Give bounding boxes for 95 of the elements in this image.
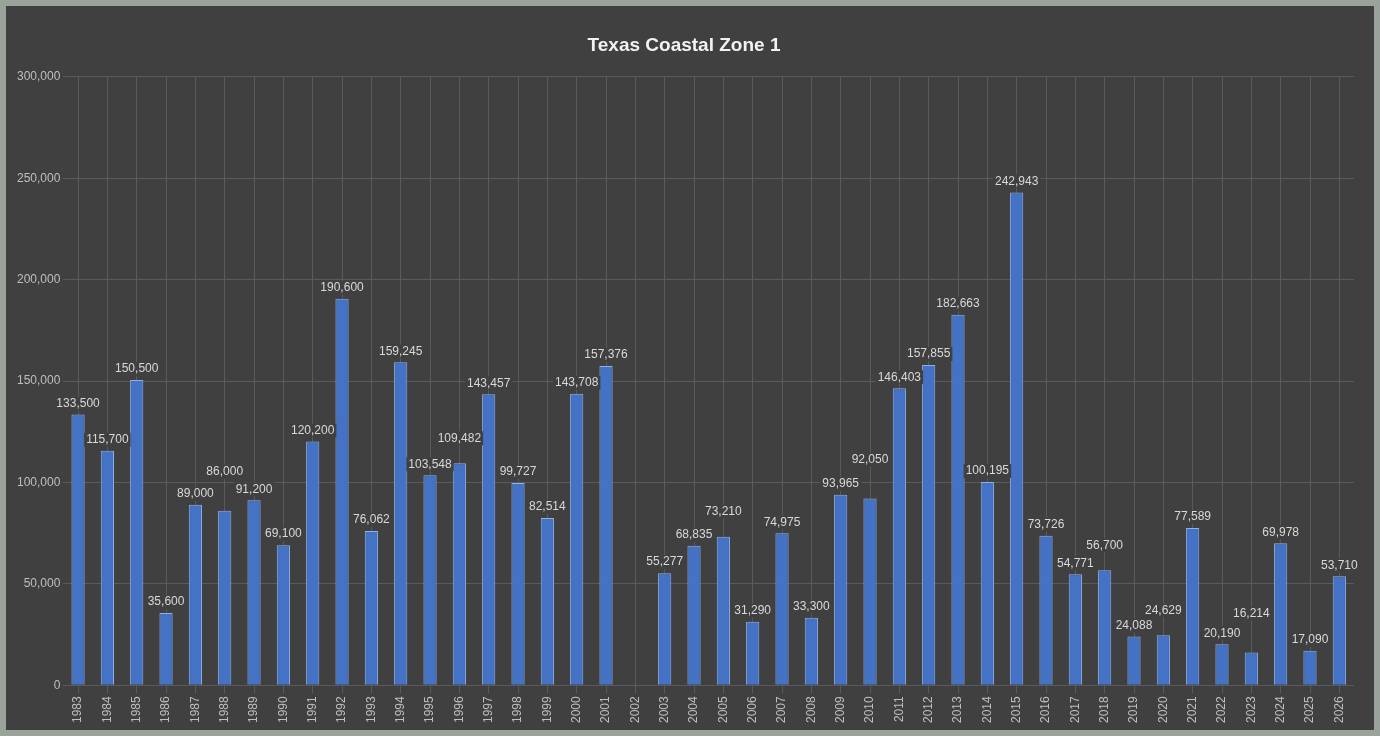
data-label: 55,277 <box>646 554 684 569</box>
data-label: 109,482 <box>437 430 482 445</box>
data-label: 120,200 <box>291 422 335 437</box>
x-tick-label: 1990 <box>275 695 290 724</box>
data-label: 76,062 <box>353 512 391 527</box>
data-label: 150,500 <box>115 361 159 376</box>
x-tick-label: 1988 <box>217 695 232 724</box>
data-label: 24,629 <box>1144 602 1183 617</box>
data-label: 157,376 <box>584 347 629 362</box>
x-tick-label: 2025 <box>1302 695 1317 724</box>
x-tick-label: 2009 <box>833 695 847 724</box>
data-label: 33,300 <box>793 599 831 614</box>
data-label: 24,088 <box>1115 617 1153 632</box>
x-tick-label: 1992 <box>334 695 349 724</box>
x-tick-label: 2020 <box>1155 695 1170 724</box>
data-label: 99,727 <box>499 464 537 479</box>
x-tick-label: 2019 <box>1126 695 1141 724</box>
data-label: 93,965 <box>822 476 860 491</box>
x-tick-label: 1994 <box>393 695 408 724</box>
data-label: 53,710 <box>1320 557 1359 572</box>
x-tick-label: 2018 <box>1096 695 1111 724</box>
data-label: 86,000 <box>206 464 244 479</box>
data-label: 17,090 <box>1291 631 1329 646</box>
x-tick-label: 2024 <box>1272 695 1287 724</box>
data-label: 91,200 <box>235 481 273 496</box>
x-tick-label: 1986 <box>158 695 173 724</box>
data-label: 20,190 <box>1203 625 1241 640</box>
x-tick-label: 2003 <box>657 695 671 724</box>
y-tick-label: 300,000 <box>16 69 61 84</box>
chart-title: Texas Coastal Zone 1 <box>587 33 781 55</box>
x-tick-label: 2021 <box>1184 695 1199 724</box>
data-label: 68,835 <box>675 527 713 541</box>
x-tick-label: 2001 <box>598 695 613 724</box>
x-tick-label: 1998 <box>510 695 525 724</box>
y-tick-label: 150,000 <box>16 373 61 388</box>
x-tick-label: 2022 <box>1214 695 1229 724</box>
x-tick-label: 2008 <box>803 695 818 724</box>
x-tick-label: 2007 <box>774 695 789 724</box>
data-label: 92,050 <box>851 451 889 466</box>
x-tick-label: 1997 <box>481 695 496 724</box>
y-tick-label: 0 <box>53 677 61 692</box>
x-tick-label: 1983 <box>70 695 85 724</box>
data-label: 56,700 <box>1086 537 1124 552</box>
data-label: 73,210 <box>705 504 743 519</box>
data-label: 190,600 <box>320 280 365 295</box>
x-tick-label: 2015 <box>1008 695 1023 724</box>
x-tick-label: 2016 <box>1038 695 1053 724</box>
x-tick-label: 2004 <box>686 695 701 724</box>
data-label: 16,214 <box>1232 605 1271 620</box>
x-tick-label: 2012 <box>920 695 935 724</box>
data-label: 82,514 <box>529 499 567 514</box>
x-tick-label: 1995 <box>422 695 437 724</box>
data-label: 54,771 <box>1056 555 1095 570</box>
x-tick-label: 2026 <box>1331 695 1346 724</box>
x-tick-label: 1987 <box>187 695 202 724</box>
x-tick-label: 1991 <box>305 695 320 724</box>
x-tick-label: 2017 <box>1067 695 1082 724</box>
data-label: 157,855 <box>906 346 951 361</box>
data-label: 31,290 <box>734 603 772 618</box>
x-tick-label: 2011 <box>891 695 906 723</box>
data-label: 73,726 <box>1027 517 1065 532</box>
data-label: 182,663 <box>936 296 981 311</box>
y-tick-label: 250,000 <box>16 170 61 185</box>
data-label: 115,700 <box>86 431 129 446</box>
data-label: 89,000 <box>177 486 215 501</box>
data-label: 74,975 <box>763 514 801 529</box>
x-tick-label: 2006 <box>745 695 759 724</box>
x-tick-label: 2002 <box>627 695 642 724</box>
x-tick-label: 2005 <box>715 695 730 724</box>
data-label: 100,195 <box>965 463 1010 478</box>
data-label: 242,943 <box>994 173 1039 188</box>
y-tick-label: 200,000 <box>16 271 61 286</box>
data-label: 69,978 <box>1262 524 1300 539</box>
data-label: 143,457 <box>467 375 511 390</box>
x-tick-label: 1996 <box>451 695 466 724</box>
x-tick-label: 1985 <box>129 695 144 724</box>
x-tick-label: 2014 <box>979 695 994 724</box>
y-tick-label: 100,000 <box>16 474 61 489</box>
data-label: 133,500 <box>56 395 101 410</box>
x-tick-label: 2013 <box>950 695 965 724</box>
y-tick-label: 50,000 <box>23 576 61 591</box>
x-tick-label: 1993 <box>363 695 378 724</box>
data-label: 77,589 <box>1174 509 1212 524</box>
x-tick-label: 1989 <box>246 695 261 724</box>
data-label: 143,708 <box>555 375 599 390</box>
x-tick-label: 2010 <box>862 695 877 724</box>
data-label: 69,100 <box>265 526 303 541</box>
data-label: 35,600 <box>147 594 185 609</box>
x-tick-label: 1999 <box>539 695 554 724</box>
x-tick-label: 2023 <box>1243 695 1258 724</box>
data-label: 103,548 <box>408 456 453 471</box>
data-label: 146,403 <box>877 369 922 384</box>
data-label: 159,245 <box>379 343 423 358</box>
x-tick-label: 1984 <box>99 695 114 724</box>
x-tick-label: 2000 <box>569 695 584 724</box>
